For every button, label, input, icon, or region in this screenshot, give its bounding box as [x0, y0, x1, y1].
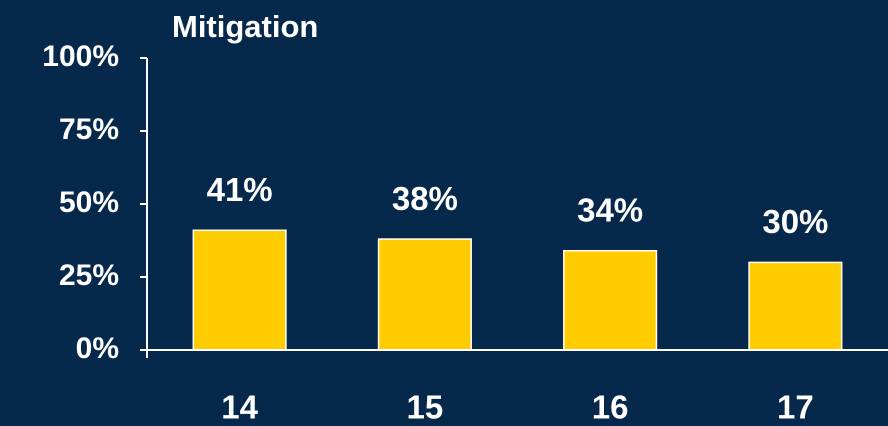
bar — [192, 229, 287, 351]
chart-title: Mitigation — [172, 9, 318, 44]
x-tick-label: 16 — [592, 389, 629, 426]
bar — [748, 261, 843, 351]
bar — [377, 238, 472, 351]
y-tick-label: 0% — [76, 332, 119, 365]
y-tick-label: 50% — [59, 186, 119, 219]
y-tick-label: 75% — [59, 113, 119, 146]
y-tick-label: 100% — [42, 40, 119, 73]
bar — [563, 249, 658, 351]
y-tick-label: 25% — [59, 259, 119, 292]
value-label: 41% — [207, 171, 273, 208]
value-label: 34% — [577, 191, 643, 228]
x-tick-label: 15 — [407, 389, 444, 426]
value-label: 30% — [762, 203, 828, 240]
value-label: 38% — [392, 180, 458, 217]
x-tick-label: 14 — [221, 389, 258, 426]
x-tick-label: 17 — [777, 389, 814, 426]
